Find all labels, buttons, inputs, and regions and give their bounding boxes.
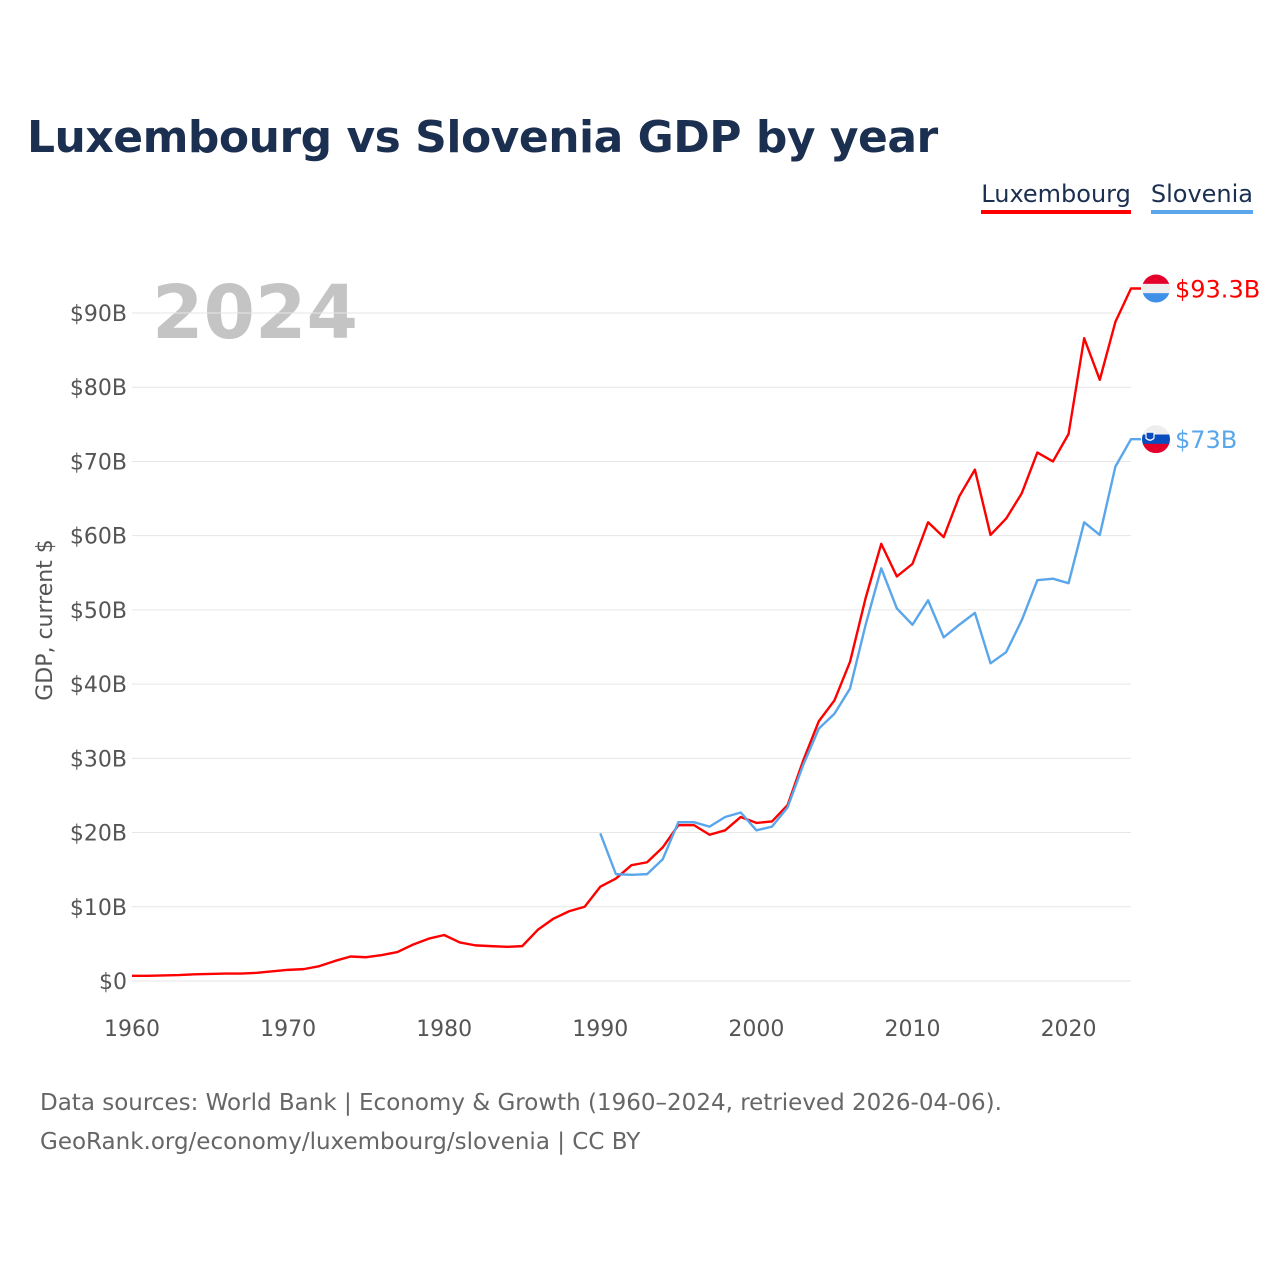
y-axis-label: GDP, current $	[33, 539, 58, 701]
y-tick-label: $10B	[70, 896, 127, 921]
y-tick-label: $40B	[70, 673, 127, 698]
y-tick-label: $20B	[70, 822, 127, 847]
series-line-slovenia	[599, 437, 1141, 877]
x-tick-label: 2000	[728, 1017, 784, 1042]
series-line-luxembourg	[132, 287, 1141, 978]
x-tick-label: 1970	[260, 1017, 316, 1042]
legend: Luxembourg Slovenia	[981, 180, 1253, 214]
end-value-label: $73B	[1175, 426, 1237, 454]
y-tick-label: $80B	[70, 376, 127, 401]
y-tick-label: $30B	[70, 747, 127, 772]
x-tick-label: 1990	[572, 1017, 628, 1042]
end-value-label: $93.3B	[1175, 276, 1260, 304]
slovenia-flag-icon	[1142, 425, 1170, 454]
legend-luxembourg[interactable]: Luxembourg	[981, 180, 1131, 214]
x-tick-label: 1960	[104, 1017, 160, 1042]
luxembourg-flag-icon	[1142, 274, 1170, 303]
x-tick-label: 1980	[416, 1017, 472, 1042]
y-tick-label: $0	[99, 970, 127, 995]
footer-link[interactable]: GeoRank.org/economy/luxembourg/slovenia …	[40, 1129, 641, 1155]
legend-slovenia[interactable]: Slovenia	[1150, 180, 1253, 214]
footer: Data sources: World Bank | Economy & Gro…	[40, 1084, 1002, 1162]
footer-sources: Data sources: World Bank | Economy & Gro…	[40, 1090, 1002, 1116]
y-tick-label: $70B	[70, 450, 127, 475]
chart-title: Luxembourg vs Slovenia GDP by year	[27, 112, 938, 163]
y-tick-label: $50B	[70, 599, 127, 624]
x-tick-label: 2020	[1041, 1017, 1097, 1042]
x-tick-label: 2010	[884, 1017, 940, 1042]
y-tick-label: $60B	[70, 525, 127, 550]
y-tick-label: $90B	[70, 302, 127, 327]
